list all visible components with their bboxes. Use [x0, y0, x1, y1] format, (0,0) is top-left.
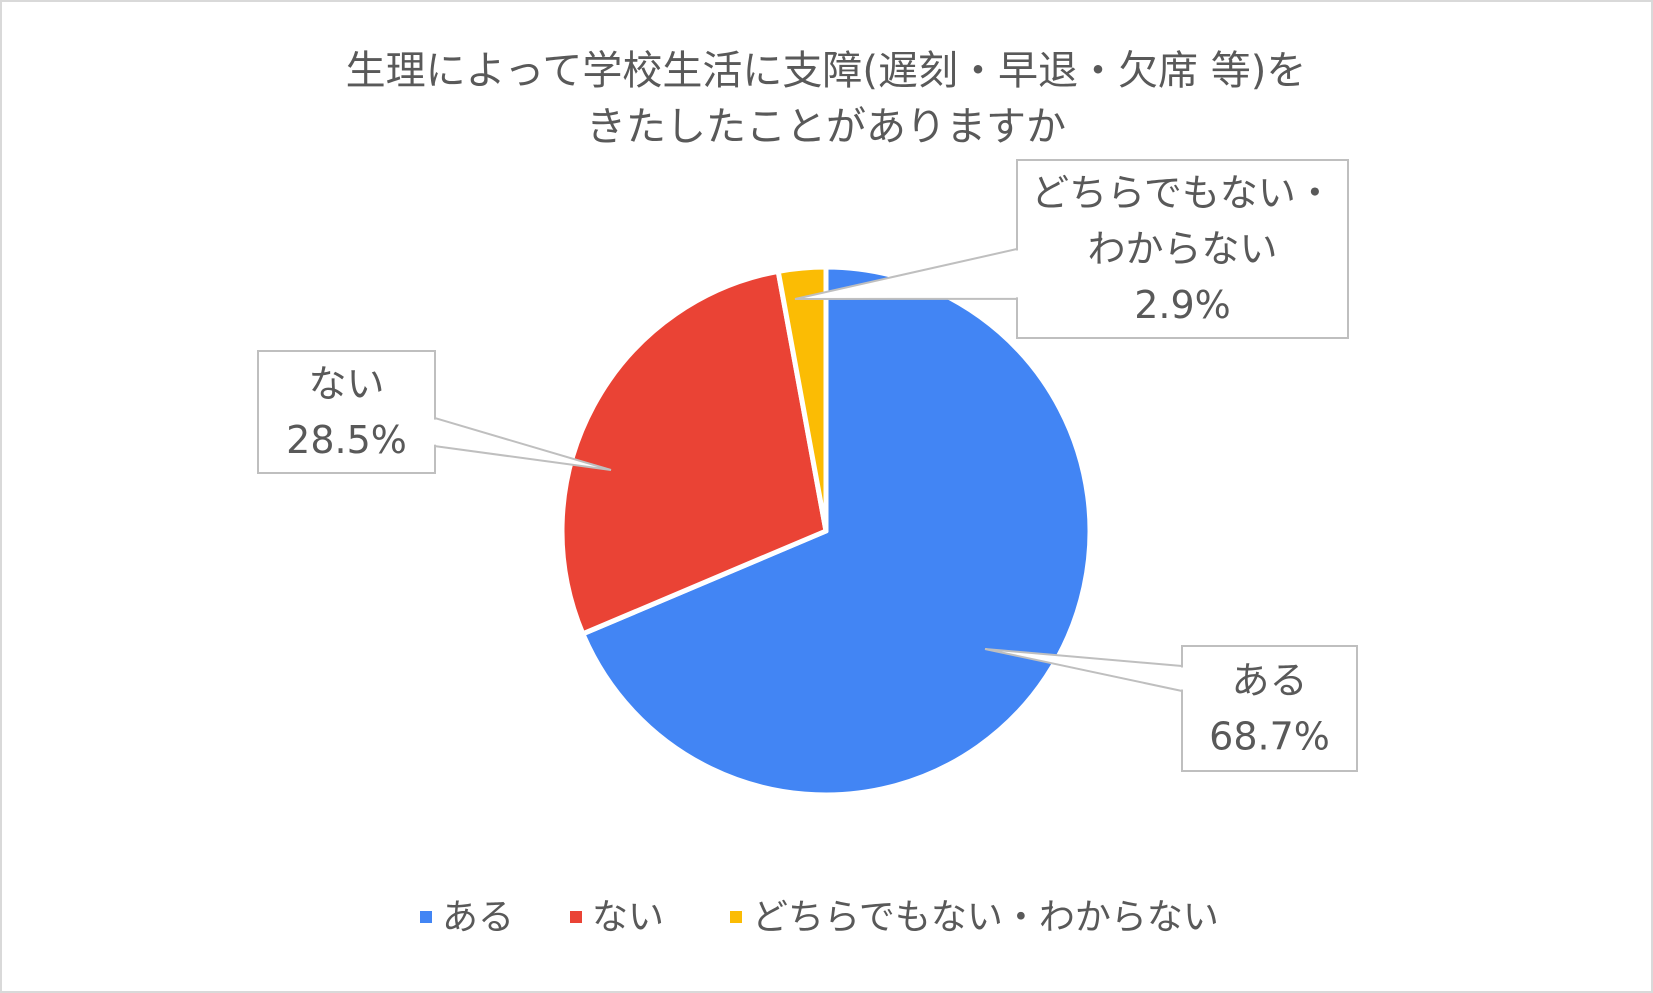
data-label-value-nai: 28.5%: [286, 418, 407, 462]
pie-slice-aru: [580, 264, 1093, 798]
callout-dochiratemonai: どちらでもない・わからない 2.9%: [1015, 159, 1349, 339]
legend: ある ない どちらでもない・わからない: [420, 897, 1219, 938]
data-label-category-dochiratemonai: わからない: [1087, 227, 1277, 271]
pie-slices: [559, 264, 1093, 798]
legend-item-dochiratemonai: どちらでもない・わからない: [730, 897, 1219, 938]
legend-label-nai: ない: [592, 897, 664, 938]
callout-box-aru: [1181, 645, 1358, 772]
pie-slice-dochiratemonai: [775, 264, 829, 534]
legend-swatch-aru: [420, 911, 432, 923]
legend-swatch-dochiratemonai: [730, 911, 742, 923]
data-label-value-dochiratemonai: 2.9%: [1134, 283, 1231, 327]
data-label-callouts: ある 68.7% ない 28.5% どちらでもない・わからない 2.9%: [257, 159, 1358, 772]
pie-slice-nai: [559, 268, 829, 637]
data-label-category-nai: ない: [308, 362, 384, 406]
data-label-category-dochiratemonai: どちらでもない・: [1031, 171, 1334, 215]
legend-label-dochiratemonai: どちらでもない・わからない: [752, 897, 1219, 938]
callout-nai: ない 28.5%: [257, 350, 437, 474]
legend-item-nai: ない: [570, 897, 664, 938]
chart-title-line-2: きたしたことがありますか: [586, 104, 1066, 150]
legend-label-aru: ある: [442, 897, 514, 938]
callout-box-nai: [257, 350, 436, 474]
legend-item-aru: ある: [420, 897, 514, 938]
chart-title-line-1: 生理によって学校生活に支障(遅刻・早退・欠席 等)を: [346, 48, 1307, 94]
callout-box-dochiratemonai: [1016, 159, 1349, 339]
callout-aru: ある 68.7%: [1180, 645, 1358, 772]
legend-swatch-nai: [570, 911, 582, 923]
data-label-category-aru: ある: [1231, 659, 1307, 703]
data-label-value-aru: 68.7%: [1209, 715, 1330, 759]
